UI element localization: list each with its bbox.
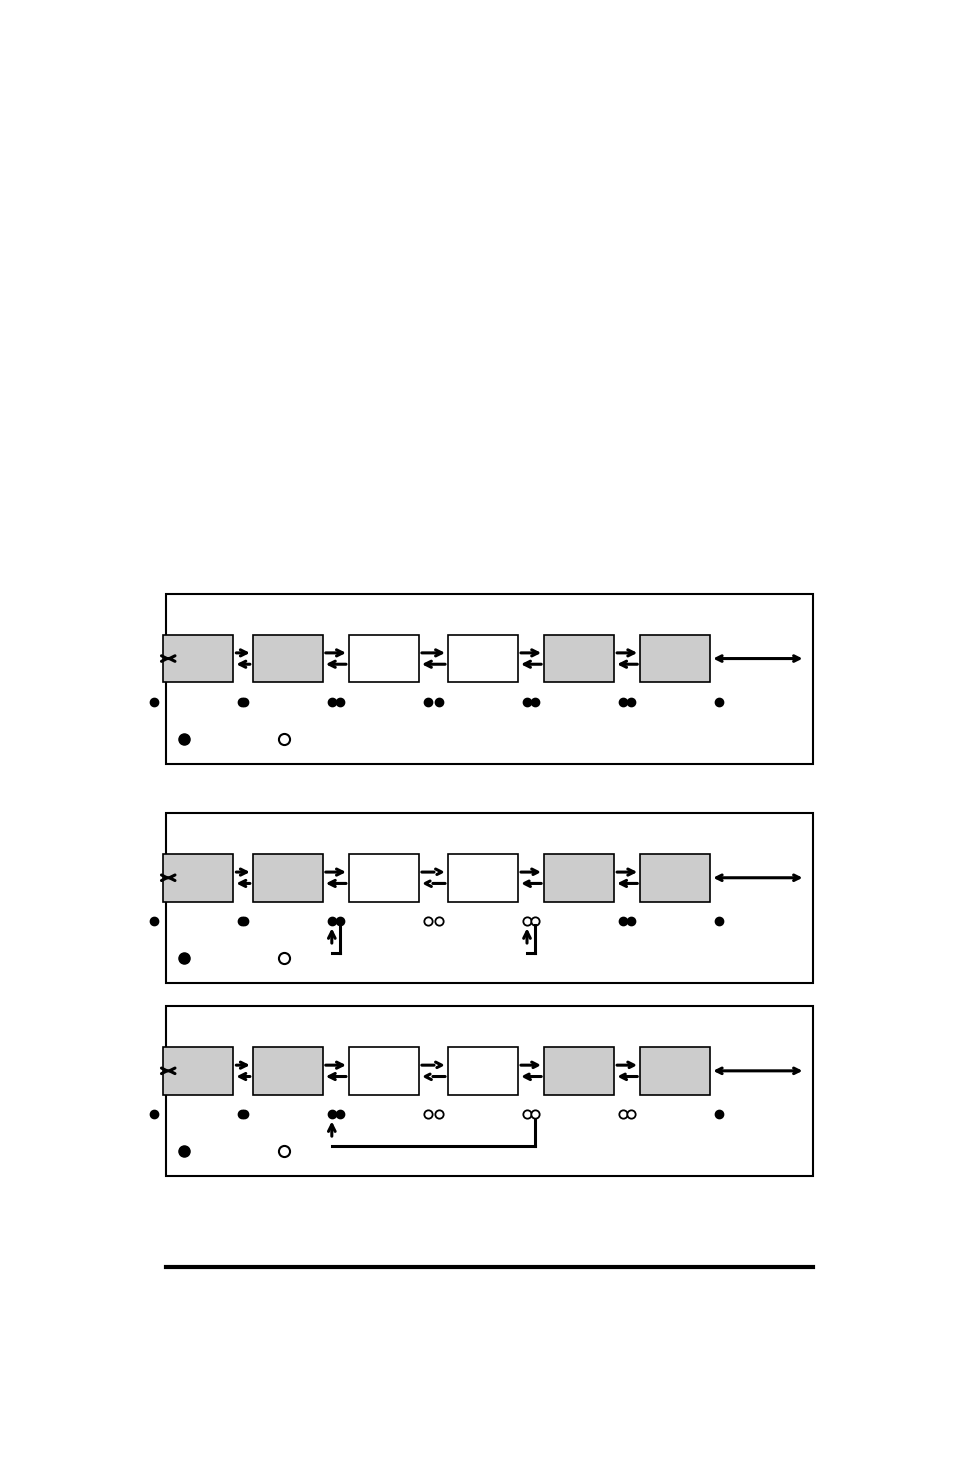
Bar [253, 634, 323, 683]
Bar [163, 854, 233, 901]
Bar [349, 634, 418, 683]
Bar [447, 854, 517, 901]
Bar [639, 1047, 710, 1094]
Bar [253, 1047, 323, 1094]
Bar [447, 634, 517, 683]
Bar [543, 1047, 614, 1094]
Bar [166, 1006, 812, 1177]
Bar [163, 634, 233, 683]
Bar [349, 1047, 418, 1094]
Bar [639, 854, 710, 901]
Bar [253, 854, 323, 901]
Bar [543, 854, 614, 901]
Bar [166, 594, 812, 764]
Bar [163, 1047, 233, 1094]
Bar [166, 813, 812, 984]
Bar [543, 634, 614, 683]
Bar [639, 634, 710, 683]
Bar [447, 1047, 517, 1094]
Bar [349, 854, 418, 901]
